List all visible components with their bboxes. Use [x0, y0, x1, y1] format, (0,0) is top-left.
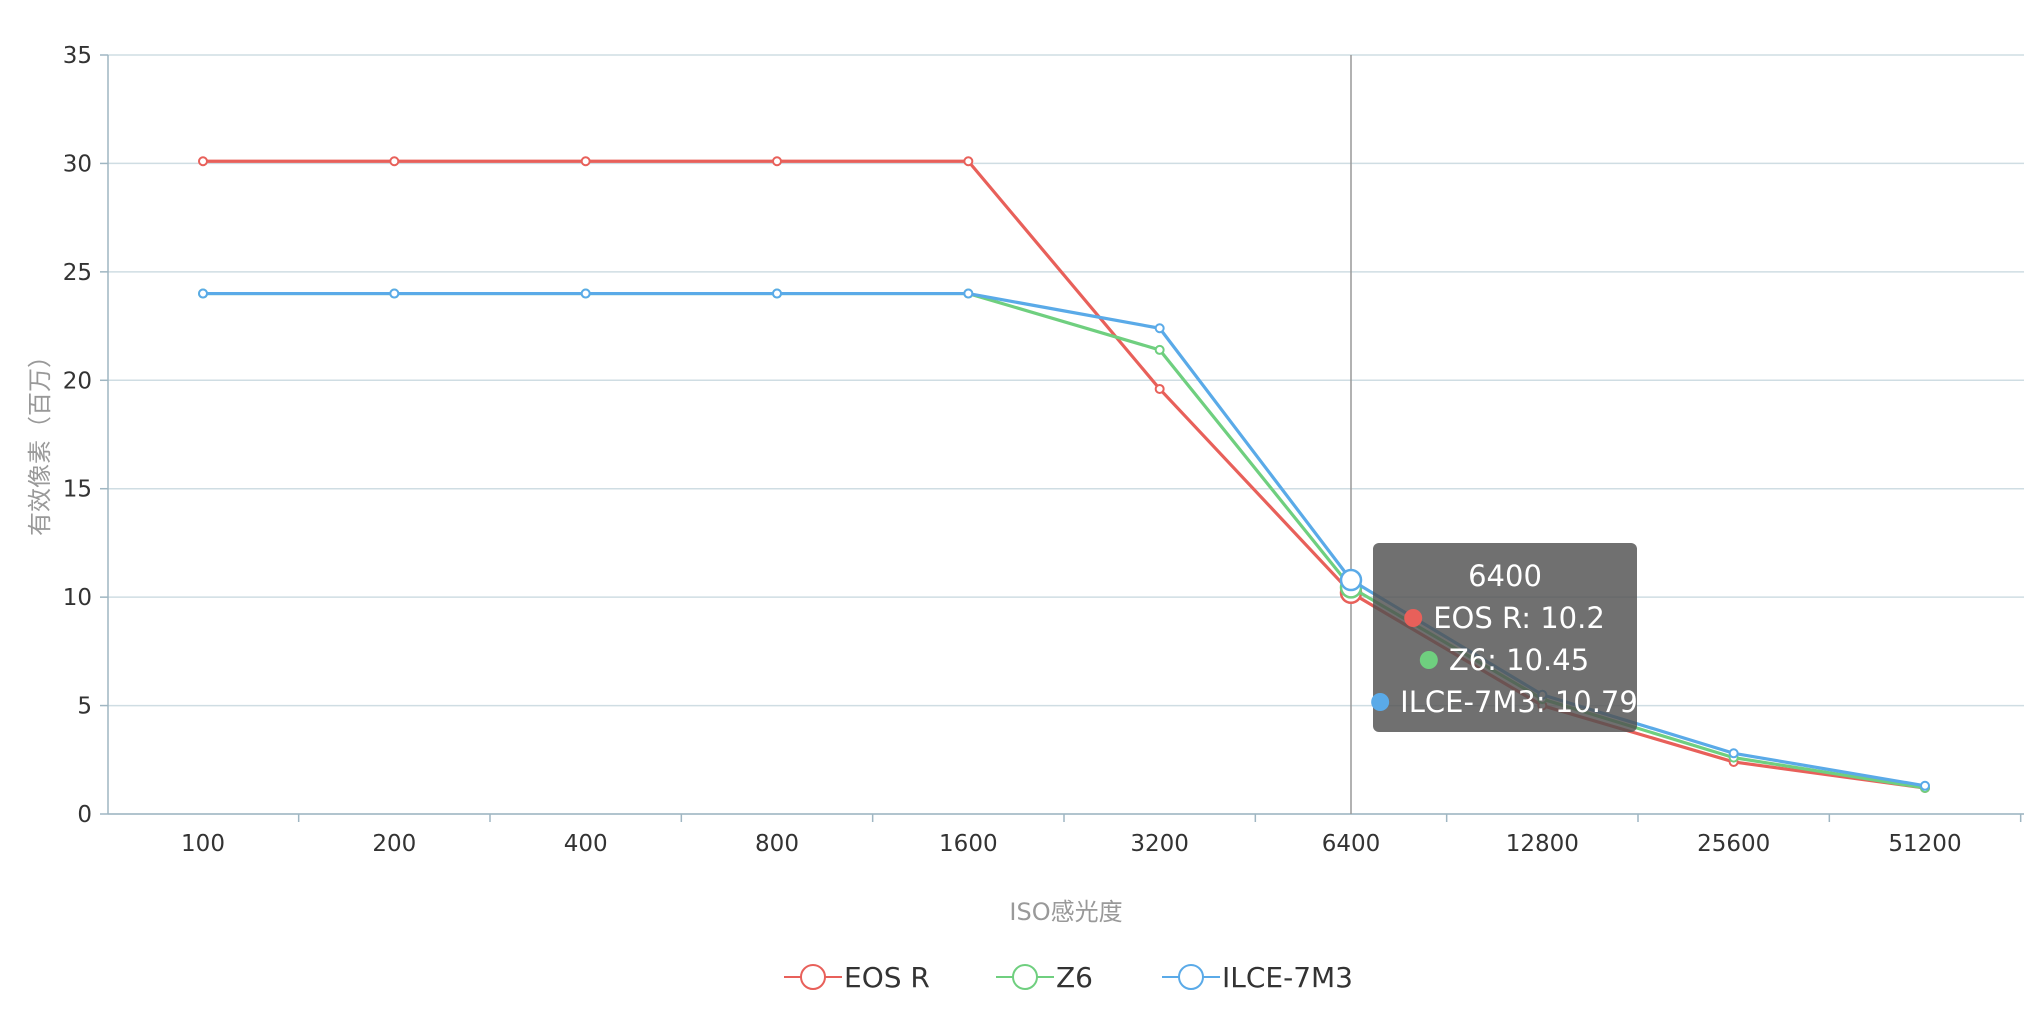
series-layer	[198, 156, 1930, 793]
y-tick-label: 20	[63, 368, 92, 394]
x-tick-label: 6400	[1322, 831, 1381, 857]
tooltip-series-dot	[1371, 693, 1390, 711]
x-tick-label: 1600	[939, 831, 998, 857]
tooltip-row: Z6: 10.45	[1419, 643, 1589, 677]
x-tick-label: 400	[564, 831, 608, 857]
data-point[interactable]	[1154, 344, 1165, 355]
tooltip-value: EOS R: 10.2	[1433, 601, 1605, 635]
legend-circle-icon	[1012, 964, 1038, 990]
x-tick-label: 12800	[1506, 831, 1579, 857]
series-line	[203, 159, 1926, 790]
legend-label: EOS R	[844, 961, 930, 994]
x-axis: 100 200 400 800 1600 3200 6400 12800 25600 51200	[108, 813, 2024, 857]
data-point[interactable]	[389, 156, 400, 167]
x-tick-label: 200	[372, 831, 416, 857]
tooltip-title: 6400	[1468, 559, 1542, 593]
legend-item[interactable]: ILCE-7M3	[1162, 961, 1353, 994]
series-ilce-7m3	[198, 288, 1930, 791]
y-tick-label: 25	[63, 260, 92, 286]
data-point[interactable]	[198, 156, 208, 167]
grid-lines	[108, 54, 2024, 815]
series-line	[203, 291, 1926, 788]
data-point[interactable]	[1154, 323, 1165, 334]
y-axis-title: 有效像素（百万）	[26, 344, 54, 536]
series-line	[203, 291, 1926, 790]
y-tick-label: 0	[77, 802, 92, 828]
data-point[interactable]	[1920, 780, 1930, 791]
data-point[interactable]	[963, 288, 974, 299]
legend-label: Z6	[1056, 961, 1093, 994]
data-point[interactable]	[1728, 748, 1739, 759]
tooltip-value: Z6: 10.45	[1449, 643, 1589, 677]
x-tick-label: 51200	[1888, 831, 1961, 857]
tooltip-series-dot	[1419, 651, 1438, 669]
tooltip-row: EOS R: 10.2	[1404, 601, 1605, 635]
tooltip-box	[1373, 543, 1637, 732]
legend-item[interactable]: EOS R	[784, 961, 930, 994]
data-point[interactable]	[772, 288, 782, 299]
legend: EOS R Z6 ILCE-7M3	[784, 961, 1353, 994]
data-point[interactable]	[772, 156, 782, 167]
tooltip-row: ILCE-7M3: 10.79	[1371, 685, 1638, 719]
y-tick-label: 15	[63, 477, 92, 503]
legend-label: ILCE-7M3	[1222, 961, 1353, 994]
x-tick-label: 3200	[1130, 831, 1189, 857]
data-point[interactable]	[1339, 568, 1363, 592]
data-point[interactable]	[963, 156, 974, 167]
legend-item[interactable]: Z6	[996, 961, 1093, 994]
data-point[interactable]	[580, 288, 591, 299]
x-tick-label: 25600	[1697, 831, 1770, 857]
x-axis-title: ISO感光度	[1009, 898, 1122, 926]
tooltip-value: ILCE-7M3: 10.79	[1400, 685, 1638, 719]
data-point[interactable]	[389, 288, 400, 299]
x-tick-label: 100	[181, 831, 225, 857]
y-tick-label: 10	[63, 585, 92, 611]
legend-circle-icon	[1178, 964, 1204, 990]
data-point[interactable]	[580, 156, 591, 167]
data-point[interactable]	[1154, 383, 1165, 394]
x-tick-label: 800	[755, 831, 799, 857]
y-tick-label: 5	[77, 694, 92, 720]
series-eos-r	[198, 156, 1930, 793]
series-z6	[198, 288, 1930, 793]
y-tick-label: 35	[63, 43, 92, 69]
tooltip: 6400 EOS R: 10.2 Z6: 10.45 ILCE-7M3: 10.79	[1371, 543, 1638, 732]
tooltip-series-dot	[1404, 609, 1423, 627]
y-tick-label: 30	[63, 151, 92, 177]
y-axis: 0 5 10 15 20 25 30 35	[63, 43, 109, 828]
data-point[interactable]	[198, 288, 208, 299]
legend-circle-icon	[800, 964, 826, 990]
